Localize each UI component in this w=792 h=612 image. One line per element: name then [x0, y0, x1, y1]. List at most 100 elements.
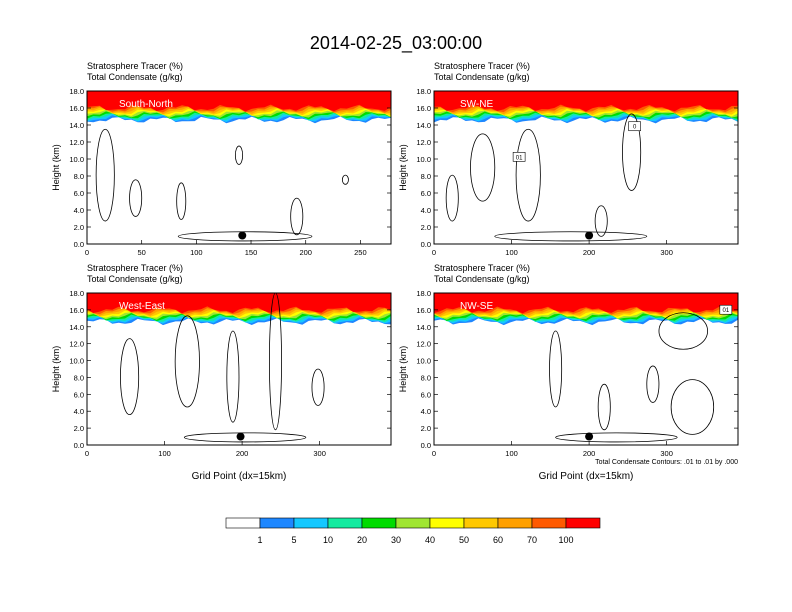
x-tick-label: 0	[432, 449, 436, 458]
y-tick-label: 8.0	[421, 373, 431, 382]
plot-frame	[433, 292, 739, 446]
figure-title: 2014-02-25_03:00:00	[310, 33, 482, 54]
condensate-contour	[445, 174, 459, 222]
tracer-field	[434, 293, 738, 443]
x-tick-label: 100	[505, 248, 518, 257]
x-tick-label: 0	[85, 449, 89, 458]
y-tick-label: 18.0	[416, 289, 431, 298]
contour-label: 0	[633, 125, 637, 131]
y-tick-label: 16.0	[416, 306, 431, 315]
x-tick-label: 100	[505, 449, 518, 458]
y-tick-label: 18.0	[416, 87, 431, 96]
y-tick-label: 0.0	[421, 240, 431, 249]
colorbar-cell	[565, 517, 601, 529]
condensate-contour	[183, 432, 307, 443]
colorbar-label: 100	[558, 535, 573, 545]
colorbar-cell	[327, 517, 363, 529]
colorbar: 1 5 10 20 30 40 50 60 70 100	[225, 517, 601, 545]
colorbar-label: 5	[291, 535, 296, 545]
plot-frame	[86, 90, 392, 245]
colorbar-cell	[531, 517, 567, 529]
condensate-contour	[311, 368, 325, 406]
y-tick-label: 2.0	[421, 424, 431, 433]
condensate-contour	[129, 179, 143, 217]
y-tick-label: 14.0	[416, 323, 431, 332]
location-marker	[585, 231, 594, 240]
y-tick-label: 12.0	[69, 340, 84, 349]
x-tick-label: 150	[245, 248, 258, 257]
tracer-field	[87, 293, 391, 443]
condensate-contour	[174, 315, 200, 408]
contour-label-box	[512, 152, 526, 162]
title-line-2: Total Condensate (g/kg)	[87, 72, 183, 82]
y-tick-label: 14.0	[69, 323, 84, 332]
y-tick-label: 4.0	[74, 407, 84, 416]
colorbar-cell	[429, 517, 465, 529]
condensate-contour	[555, 432, 678, 443]
y-tick-label: 8.0	[421, 172, 431, 181]
y-tick-label: 6.0	[421, 390, 431, 399]
y-tick-label: 16.0	[69, 306, 84, 315]
condensate-contour	[515, 128, 541, 222]
tracer-field	[434, 91, 738, 242]
x-axis-label: Grid Point (dx=15km)	[539, 471, 634, 482]
colorbar-cell	[225, 517, 261, 529]
x-tick-label: 100	[190, 248, 203, 257]
x-tick-label: 0	[85, 248, 89, 257]
colorbar-label: 50	[459, 535, 469, 545]
location-marker	[238, 231, 247, 240]
colorbar-label: 10	[323, 535, 333, 545]
colorbar-cell	[463, 517, 499, 529]
y-tick-label: 4.0	[421, 206, 431, 215]
y-tick-label: 16.0	[416, 104, 431, 113]
x-tick-label: 300	[660, 449, 673, 458]
tracer-band	[434, 293, 738, 314]
condensate-contour	[549, 330, 563, 408]
title-line-1: Stratosphere Tracer (%)	[87, 263, 183, 273]
x-tick-label: 200	[583, 248, 596, 257]
colorbar-cell	[361, 517, 397, 529]
title-line-1: Stratosphere Tracer (%)	[87, 61, 183, 71]
title-line-2: Total Condensate (g/kg)	[434, 72, 530, 82]
x-tick-label: 50	[138, 248, 146, 257]
plot-frame	[433, 90, 739, 245]
y-tick-label: 18.0	[69, 87, 84, 96]
x-tick-label: 200	[299, 248, 312, 257]
plot-frame	[86, 292, 392, 446]
x-tick-label: 100	[158, 449, 171, 458]
colorbar-cell	[259, 517, 295, 529]
y-tick-label: 12.0	[416, 340, 431, 349]
panel-name: South-North	[119, 99, 173, 110]
panel-name: NW-SE	[460, 301, 493, 312]
contour-label-box	[719, 304, 733, 315]
condensate-contour	[120, 338, 140, 416]
location-marker	[236, 432, 245, 441]
y-tick-label: 12.0	[69, 138, 84, 147]
x-tick-label: 300	[313, 449, 326, 458]
y-tick-label: 4.0	[421, 407, 431, 416]
tracer-band	[87, 91, 391, 112]
panel-south-north: South-North Stratosphere Tracer (%)Total …	[51, 61, 392, 257]
y-tick-label: 10.0	[416, 155, 431, 164]
y-axis-label: Height (km)	[51, 144, 61, 191]
y-tick-label: 4.0	[74, 206, 84, 215]
colorbar-cell	[395, 517, 431, 529]
x-tick-label: 200	[583, 449, 596, 458]
y-tick-label: 16.0	[69, 104, 84, 113]
y-tick-label: 0.0	[421, 441, 431, 450]
x-tick-label: 200	[236, 449, 249, 458]
condensate-contour	[176, 182, 187, 220]
y-tick-label: 6.0	[74, 189, 84, 198]
title-line-2: Total Condensate (g/kg)	[434, 274, 530, 284]
y-tick-label: 10.0	[416, 357, 431, 366]
y-tick-label: 10.0	[69, 357, 84, 366]
condensate-contour	[95, 128, 115, 222]
condensate-contour	[494, 231, 648, 242]
condensate-contour	[269, 293, 282, 431]
footnote: Total Condensate Contours: .01 to .01 by…	[595, 459, 738, 466]
y-tick-label: 14.0	[69, 121, 84, 130]
tracer-band	[87, 293, 391, 314]
